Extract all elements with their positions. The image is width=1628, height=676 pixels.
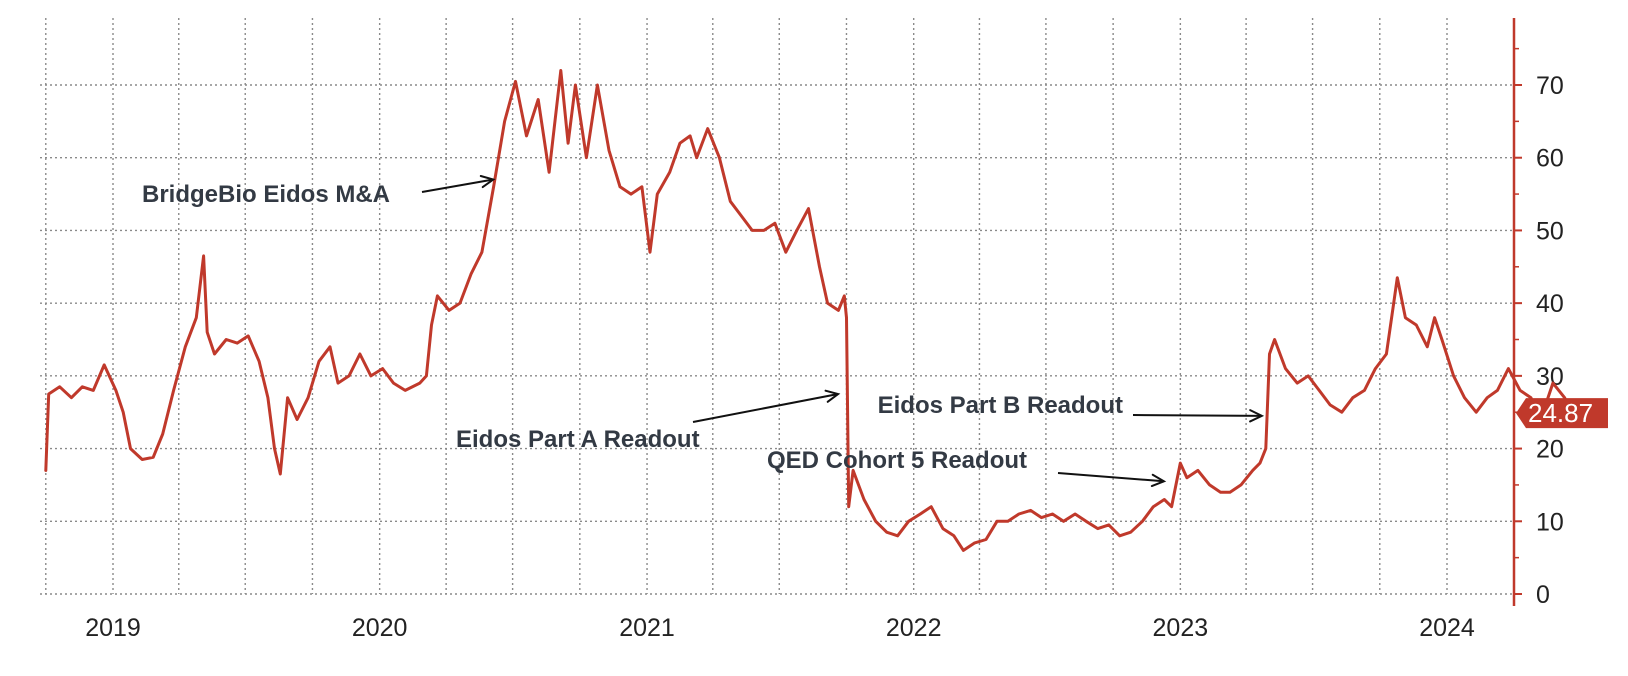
grid: [40, 18, 1512, 595]
series-line: [44, 69, 1574, 552]
x-tick-label: 2023: [1153, 614, 1209, 642]
annotation-label: Eidos Part A Readout: [456, 426, 700, 453]
x-tick-label: 2022: [886, 614, 942, 642]
y-tick-label: 50: [1536, 217, 1564, 245]
y-tick-label: 60: [1536, 145, 1564, 173]
last-value-badge: 24.87: [1516, 398, 1608, 429]
annotation-arrow: [1132, 414, 1262, 417]
y-tick-label: 40: [1536, 290, 1564, 318]
annotation-label: QED Cohort 5 Readout: [767, 447, 1027, 474]
annotation-label: Eidos Part B Readout: [878, 392, 1123, 419]
annotation-arrow: [421, 178, 494, 193]
x-tick-label: 2021: [619, 614, 675, 642]
y-tick-label: 30: [1536, 363, 1564, 391]
series-layer: [44, 69, 1574, 552]
y-tick-label: 10: [1536, 508, 1564, 536]
annotation-arrow: [692, 393, 839, 423]
annotation-label: BridgeBio Eidos M&A: [142, 181, 390, 208]
annotations: BridgeBio Eidos M&A Eidos Part A Readout Q…: [142, 174, 1265, 488]
annotation-arrowhead: [479, 174, 496, 189]
y-tick-label: 20: [1536, 436, 1564, 464]
y-tick-label: 0: [1536, 581, 1550, 609]
annotation-arrowhead: [1249, 409, 1265, 423]
last-value-badge-shape: [1516, 398, 1608, 429]
x-tick-label: 2020: [352, 614, 408, 642]
annotation-arrowhead: [824, 389, 841, 403]
x-tick-label: 2024: [1419, 614, 1475, 642]
annotation-arrow: [1057, 472, 1165, 483]
y-axis: 0 10 20 30 40 50 60 70: [1512, 18, 1564, 609]
annotation-arrowhead: [1150, 473, 1167, 488]
last-value-label: 24.87: [1528, 398, 1593, 428]
x-tick-label: 2019: [85, 614, 141, 642]
y-tick-label: 70: [1536, 72, 1564, 100]
x-axis: 2019 2020 2021 2022 2023 2024: [85, 614, 1475, 642]
